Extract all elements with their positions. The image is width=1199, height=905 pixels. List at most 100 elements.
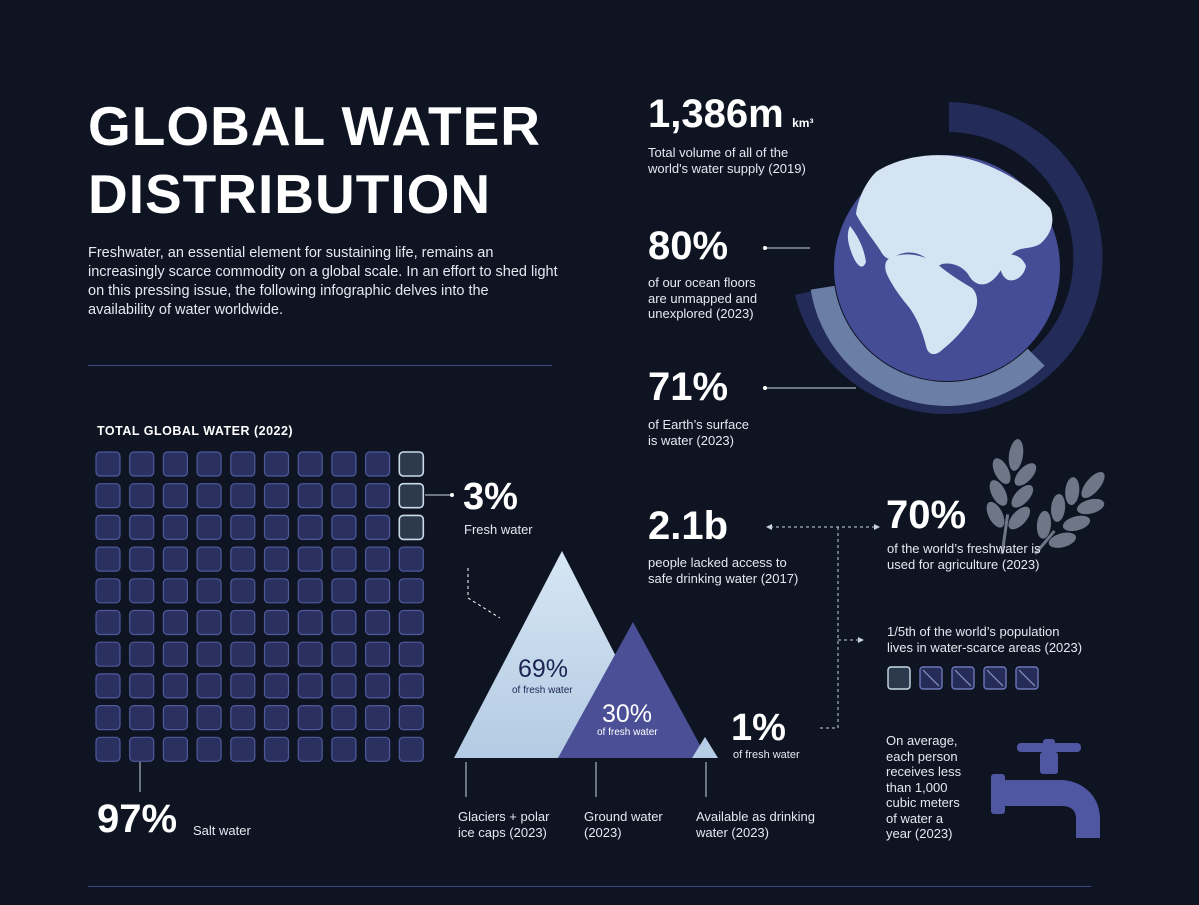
ocean-caption: of our ocean floors are unmapped and une…: [648, 275, 757, 322]
surface-caption-line-2: is water (2023): [648, 432, 734, 448]
salt-water-label: Salt water: [193, 823, 251, 838]
waffle-cell-salt: [129, 673, 155, 699]
waffle-cell-salt: [263, 736, 290, 762]
scarcity-caption: 1/5th of the world’s population lives in…: [887, 624, 1082, 655]
waffle-cell-salt: [129, 609, 155, 636]
waffle-cell-salt: [365, 736, 391, 762]
waffle-cell-salt: [162, 673, 188, 699]
glacier-sub: of fresh water: [512, 685, 573, 696]
waffle-cell-salt: [129, 578, 155, 604]
waffle-cell-salt: [365, 451, 391, 477]
surface-caption: of Earth’s surface is water (2023): [648, 417, 749, 448]
tap-caption-line-6: of water a: [886, 810, 944, 826]
waffle-cell-salt: [162, 483, 188, 509]
ocean-caption-line-2: are unmapped and: [648, 290, 758, 306]
access-caption-line-1: people lacked access to: [648, 555, 787, 570]
footer-divider: [88, 886, 1091, 887]
person-square-icon-filled: [887, 666, 911, 690]
drinking-label-line-1: Available as drinking: [696, 809, 815, 824]
waffle-cell-fresh: [398, 482, 425, 509]
waffle-cell-salt: [398, 673, 424, 699]
waffle-cell-salt: [398, 578, 424, 604]
title-line-2: DISTRIBUTION: [88, 163, 492, 225]
waffle-cell-salt: [196, 704, 222, 731]
tap-caption-line-2: each person: [886, 748, 958, 764]
waffle-cell-salt: [162, 641, 188, 667]
agriculture-caption-line-2: used for agriculture (2023): [887, 556, 1040, 572]
ground-sub: of fresh water: [597, 727, 658, 738]
tap-caption-line-3: receives less: [886, 764, 962, 779]
access-value: 2.1b: [648, 504, 729, 548]
fresh-water-percent: 3%: [463, 476, 518, 518]
waffle-cell-salt: [297, 609, 323, 636]
waffle-cell-salt: [365, 514, 391, 541]
waffle-cell-salt: [297, 673, 323, 699]
ocean-value: 80%: [648, 224, 729, 268]
waffle-cell-salt: [398, 641, 424, 667]
surface-caption-line-1: of Earth’s surface: [648, 417, 749, 432]
waffle-cell-salt: [365, 641, 391, 667]
drinking-label-line-2: water (2023): [696, 824, 769, 840]
waffle-cell-salt: [196, 673, 222, 699]
waffle-cell-salt: [331, 578, 357, 604]
waffle-cell-salt: [162, 514, 188, 541]
waffle-cell-salt: [129, 451, 155, 477]
hatch-line: [954, 669, 972, 687]
waffle-cell-salt: [162, 451, 188, 477]
fresh-water-label: Fresh water: [464, 522, 533, 537]
volume-caption: Total volume of all of the world's water…: [648, 145, 806, 176]
waffle-cell-salt: [297, 736, 323, 762]
drinking-percent: 1%: [731, 707, 786, 749]
waffle-cell-salt: [196, 609, 222, 636]
waffle-cell-salt: [365, 483, 391, 509]
hatch-line: [986, 669, 1004, 687]
waffle-cell-salt: [331, 609, 357, 636]
waffle-cell-salt: [365, 578, 391, 604]
waffle-cell-salt: [129, 514, 155, 541]
intro-paragraph: Freshwater, an essential element for sus…: [88, 245, 558, 318]
tap-caption-line-7: year (2023): [886, 826, 953, 841]
waffle-cell-salt: [196, 451, 222, 477]
waffle-cell-salt: [95, 451, 121, 477]
inner-ring-arc: [810, 285, 1045, 406]
agriculture-caption-line-1: of the world’s freshwater is: [887, 541, 1041, 556]
waffle-cell-salt: [331, 451, 357, 477]
waffle-cell-salt: [230, 546, 256, 572]
waffle-cell-salt: [95, 483, 121, 509]
waffle-cell-salt: [230, 483, 256, 509]
waffle-cell-salt: [297, 641, 323, 667]
salt-water-percent: 97%: [97, 797, 178, 841]
waffle-cell-salt: [365, 546, 391, 572]
waffle-cell-salt: [263, 673, 290, 699]
tap-caption: On average, each person receives less th…: [886, 733, 961, 842]
agriculture-value: 70%: [886, 493, 967, 537]
waffle-cell-salt: [129, 736, 155, 762]
waffle-cell-salt: [95, 578, 121, 604]
tap-caption-line-5: cubic meters: [886, 795, 960, 810]
waffle-cell-salt: [196, 514, 222, 541]
waffle-cell-salt: [196, 483, 222, 509]
title-line-1: GLOBAL WATER: [88, 95, 541, 157]
waffle-cell-salt: [365, 704, 391, 731]
waffle-cell-salt: [230, 451, 256, 477]
drinking-label: Available as drinking water (2023): [696, 809, 815, 840]
waffle-cell-salt: [398, 736, 424, 762]
waffle-cell-salt: [230, 704, 256, 731]
waffle-cell-salt: [331, 483, 357, 509]
waffle-cell-salt: [230, 736, 256, 762]
ocean-caption-line-1: of our ocean floors: [648, 275, 756, 290]
waffle-cell-salt: [95, 704, 121, 731]
fresh-leader-dot: [450, 493, 454, 497]
waffle-cell-salt: [162, 704, 188, 731]
waffle-cell-salt: [263, 514, 290, 541]
waffle-cell-salt: [297, 704, 323, 731]
waffle-cell-salt: [230, 673, 256, 699]
waffle-cell-salt: [162, 736, 188, 762]
globe-land: [847, 155, 1053, 355]
volume-caption-line-1: Total volume of all of the: [648, 145, 789, 160]
tap-caption-line-4: than 1,000: [886, 779, 948, 795]
